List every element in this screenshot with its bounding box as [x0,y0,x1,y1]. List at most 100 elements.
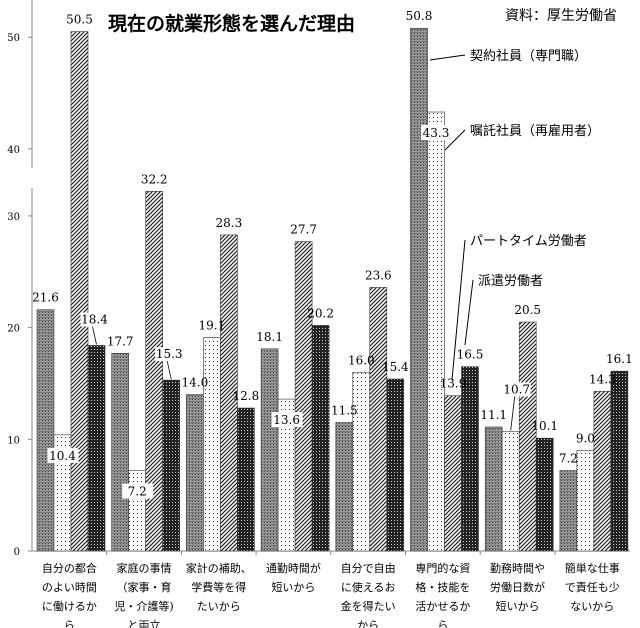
category-label: のよい時間 [42,581,97,594]
bar [559,470,578,552]
category-label: 格・技能を [415,580,470,594]
data-label: 14.0 [182,376,209,390]
y-tick-label: 50 [7,33,20,44]
data-label: 12.8 [233,389,260,403]
category-label: と両立 [128,618,161,628]
label-pointer [166,361,172,380]
category-label: 自分で自由 [341,561,396,575]
legend-label: 派遣労働者 [478,274,543,289]
bar [260,348,279,552]
bar [70,31,89,552]
category-label: 短いから [496,599,540,613]
category-label: 専門的な資 [415,561,470,575]
category-label: 家庭の事情 [117,561,172,575]
y-tick-label: 30 [7,212,20,223]
category-label: から [357,619,379,628]
legend-label: パートタイム労働者 [470,234,587,249]
data-label: 27.7 [290,223,317,237]
y-tick-label: 40 [7,145,20,156]
y-tick-label: 10 [7,435,20,446]
category-label: に使えるお [341,581,396,594]
label-bg [47,447,79,463]
chart-title: 現在の就業形態を選んだ理由 [108,12,355,35]
data-label: 19.1 [199,319,226,333]
data-label: 18.4 [81,312,108,326]
bar [311,325,330,552]
legend-label: 契約社員（専門職） [470,48,587,64]
bar [203,337,221,552]
category-label: で責任も少 [565,580,620,594]
label-pointer [510,396,516,431]
bar [237,407,255,552]
bar [444,395,462,552]
category-label: 家計の補助、 [186,561,252,575]
legend-label: 嘱託社員（再雇用者） [470,123,600,139]
bar [386,378,405,552]
data-label: 11.5 [331,404,358,418]
bar [410,27,428,552]
category-label: ら [64,619,75,628]
data-label: 50.5 [66,13,93,27]
bar [145,191,163,552]
category-label: 活かせるか [415,600,470,613]
category-label: （家事・育 [117,580,172,594]
category-label: 簡単な仕事 [565,561,620,575]
y-tick-label: 20 [7,324,20,335]
data-label: 23.6 [365,268,392,282]
data-label: 18.1 [256,330,283,344]
category-label: 勤務時間や [490,561,545,575]
category-label: 労働日数が [490,580,545,594]
data-label: 20.5 [514,303,541,317]
data-label: 15.4 [382,360,409,374]
category-label: ないから [570,600,614,613]
bar [461,366,479,552]
data-label: 11.1 [480,408,507,422]
category-label: 児・介護等) [114,599,173,613]
bar [427,111,445,552]
data-label: 10.1 [531,419,558,433]
data-label: 10.7 [503,382,530,396]
data-label: 17.7 [107,334,134,348]
data-label: 13.9 [440,377,467,391]
bar [87,345,106,552]
bar [593,390,612,552]
label-bg [502,382,531,397]
data-label: 10.4 [49,449,76,463]
bar [128,470,146,552]
label-pointer [92,326,97,345]
data-label: 13.6 [273,413,300,427]
legend-arrow [444,129,466,151]
bar [111,352,129,552]
data-label: 50.8 [406,9,433,23]
data-label: 7.2 [128,485,147,499]
bar [294,241,313,552]
data-label: 16.0 [348,353,375,367]
data-label: 9.0 [576,431,595,445]
data-label: 16.5 [457,348,484,362]
label-bg [80,312,109,327]
bar [352,371,371,552]
bar [610,370,629,552]
bar [484,426,503,552]
bar [369,287,388,552]
data-label: 16.1 [606,352,633,366]
bar [518,321,537,552]
legend-arrow [464,279,474,346]
label-bg [122,483,154,499]
bar [501,431,520,552]
category-label: 通勤時間が [266,561,321,575]
data-label: 14.3 [589,372,616,386]
data-label: 21.6 [32,291,59,305]
legend-arrow [429,54,466,61]
data-label: 15.3 [156,347,183,361]
label-bg [271,412,303,428]
category-label: 金を得たい [341,599,396,613]
category-label: 自分の都合 [42,561,97,575]
data-label: 20.2 [307,306,334,320]
bar [535,437,554,552]
label-bg [421,125,452,141]
data-label: 7.2 [559,452,578,466]
category-label: 学費等を得 [191,580,246,594]
bar [186,394,204,552]
